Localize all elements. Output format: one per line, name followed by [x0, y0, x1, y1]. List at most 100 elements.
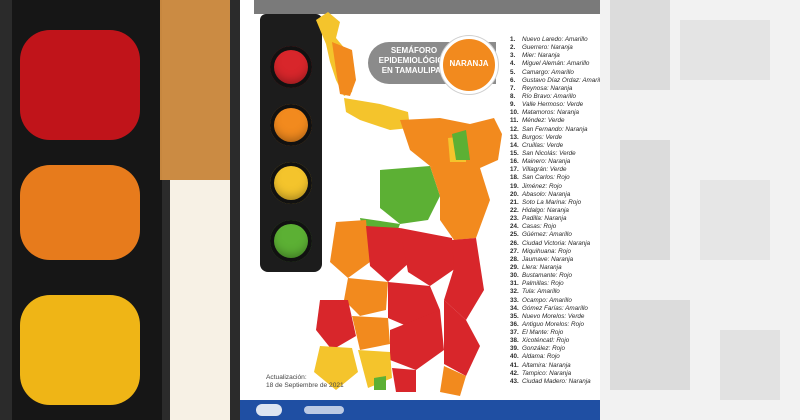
list-item-text: Matamoros: Naranja: [522, 109, 580, 117]
municipality-name: Guerrero: [522, 44, 548, 52]
municipality-name: Abasolo: [522, 190, 545, 198]
municipality-name: Gustavo Díaz Ordaz: [522, 76, 580, 84]
municipality-status: Rojo: [550, 280, 564, 288]
list-item: 21. Soto La Marina: Rojo: [510, 199, 604, 207]
municipality-status: Verde: [547, 117, 565, 125]
traffic-light: [260, 14, 322, 272]
list-item-text: Soto La Marina: Rojo: [522, 198, 582, 206]
list-item-number: 23.: [510, 215, 519, 223]
orange-light-blur: [20, 165, 140, 260]
list-item-text: Altamira: Naranja: [522, 361, 571, 369]
list-item-text: Río Bravo: Amarillo: [522, 92, 577, 100]
list-item-text: Tampico: Naranja: [522, 369, 572, 377]
municipality-name: González: [522, 345, 549, 353]
list-item-text: Camargo: Amarillo: [522, 68, 574, 76]
municipality-name: Ocampo: [522, 296, 546, 304]
municipality-name: Tula: [522, 288, 534, 296]
municipality-name: Ciudad Victoria: [522, 239, 565, 247]
list-item: 22. Hidalgo: Naranja: [510, 207, 604, 215]
list-item-text: San Nicolás: Verde: [522, 149, 576, 157]
region-gonzalez: [392, 368, 416, 392]
list-item-number: 2.: [510, 44, 516, 52]
blur-block: [680, 20, 770, 80]
list-item: 23. Padilla: Naranja: [510, 215, 604, 223]
municipality-name: Aldama: [522, 353, 544, 361]
region-nuevo-morelos: [374, 376, 386, 390]
list-item-number: 29.: [510, 263, 519, 271]
list-item-number: 5.: [510, 68, 516, 76]
blur-block: [620, 140, 670, 260]
list-item-text: Mainero: Naranja: [522, 158, 571, 166]
zoomed-list-panel: [600, 0, 800, 420]
list-item-number: 38.: [510, 337, 519, 345]
status-label: NARANJA: [449, 59, 489, 68]
blur-block: [610, 300, 690, 390]
list-item: 32. Tula: Amarillo: [510, 288, 604, 296]
list-item-text: Méndez: Verde: [522, 117, 565, 125]
municipality-status: Rojo: [543, 223, 557, 231]
municipality-status: Naranja: [544, 215, 567, 223]
region-mante: [390, 310, 444, 370]
list-item-text: Gómez Farías: Amarillo: [522, 304, 588, 312]
municipality-name: Padilla: [522, 215, 541, 223]
poster-top-bar: [254, 0, 604, 14]
municipality-name: Nuevo Laredo: [522, 36, 562, 43]
status-circle: NARANJA: [440, 36, 498, 94]
list-item-number: 19.: [510, 182, 519, 190]
list-item: 15. San Nicolás: Verde: [510, 150, 604, 158]
list-item-number: 30.: [510, 272, 519, 280]
municipality-status: Rojo: [548, 182, 562, 190]
municipality-name: Matamoros: [522, 109, 554, 117]
list-item: 12. San Fernando: Naranja: [510, 126, 604, 134]
municipality-name: Mainero: [522, 158, 545, 166]
municipality-name: San Fernando: [522, 125, 562, 133]
list-item-number: 18.: [510, 174, 519, 182]
list-item-text: Abasolo: Naranja: [522, 190, 571, 198]
municipality-name: Ciudad Madero: [522, 377, 566, 385]
list-item: 33. Ocampo: Amarillo: [510, 297, 604, 305]
footer-logo-icon: [304, 406, 344, 414]
list-item-number: 1.: [510, 36, 516, 43]
municipality-name: Palmillas: [522, 280, 548, 288]
municipality-name: Güémez: [522, 231, 546, 239]
municipality-status: Naranja: [568, 377, 591, 385]
list-item: 13. Burgos: Verde: [510, 134, 604, 142]
list-item: 5. Camargo: Amarillo: [510, 69, 604, 77]
list-item: 43. Ciudad Madero: Naranja: [510, 378, 604, 386]
municipality-name: Valle Hermoso: [522, 101, 564, 109]
update-date: 18 de Septiembre de 2021: [266, 382, 344, 389]
list-item-text: San Fernando: Naranja: [522, 125, 588, 133]
list-item-number: 9.: [510, 101, 516, 109]
municipality-status: Naranja: [548, 158, 571, 166]
list-item: 38. Xicoténcatl: Rojo: [510, 337, 604, 345]
municipality-name: Casas: [522, 223, 540, 231]
municipality-status: Amarillo: [549, 296, 572, 304]
list-item-text: Gustavo Díaz Ordaz: Amarillo: [522, 76, 604, 84]
orange-lamp-icon: [270, 104, 312, 146]
municipality-name: Reynosa: [522, 84, 547, 92]
green-lamp-icon: [270, 220, 312, 262]
municipality-status: Rojo: [556, 337, 570, 345]
municipality-status: Naranja: [549, 369, 572, 377]
municipality-status: Rojo: [571, 320, 584, 328]
region-aldama: [444, 300, 480, 376]
list-item-text: Antiguo Morelos: Rojo: [522, 320, 584, 328]
municipality-name: Jiménez: [522, 182, 546, 190]
municipality-status: Naranja: [548, 361, 571, 369]
region-border-strip: [344, 98, 410, 130]
red-light-blur: [20, 30, 140, 140]
municipality-status: Verde: [567, 312, 585, 320]
list-item-number: 6.: [510, 76, 516, 84]
list-item: 37. El Mante: Rojo: [510, 329, 604, 337]
blur-block: [610, 0, 670, 90]
list-item-number: 14.: [510, 141, 519, 149]
list-item: 14. Cruillas: Verde: [510, 142, 604, 150]
blur-block: [720, 330, 780, 400]
list-item: 18. San Carlos: Rojo: [510, 174, 604, 182]
municipality-name: Altamira: [522, 361, 546, 369]
list-item-number: 24.: [510, 223, 519, 231]
list-item-text: Cruillas: Verde: [522, 141, 564, 149]
list-item: 28. Jaumave: Naranja: [510, 256, 604, 264]
municipality-name: Miquihuana: [522, 247, 555, 255]
municipality-status: Verde: [566, 101, 584, 109]
